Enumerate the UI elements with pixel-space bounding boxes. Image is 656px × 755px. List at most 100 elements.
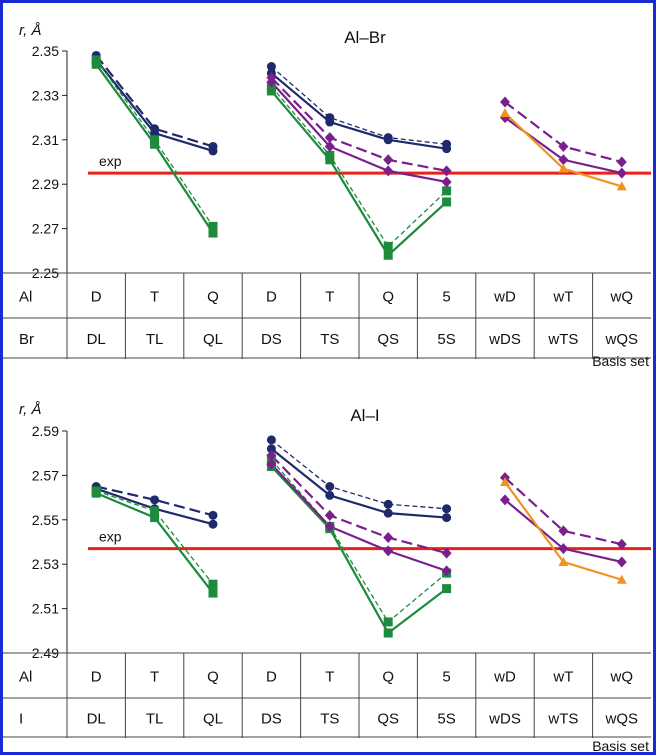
x-axis-label: Basis set — [592, 738, 649, 752]
y-tick-label: 2.59 — [32, 423, 59, 439]
row1-label: Al — [19, 669, 32, 686]
category-label-al: wD — [493, 289, 516, 306]
category-label-halogen: TL — [146, 331, 164, 348]
data-point — [325, 113, 335, 123]
data-point — [325, 150, 335, 160]
category-label-al: T — [325, 289, 334, 306]
series-line — [504, 476, 623, 546]
series-line — [270, 76, 447, 172]
category-label-halogen: DL — [87, 711, 106, 728]
data-point — [383, 154, 394, 166]
series-line — [270, 66, 447, 145]
category-label-al: wQ — [610, 669, 634, 686]
y-tick-label: 2.55 — [32, 512, 59, 528]
category-label-halogen: 5S — [437, 331, 455, 348]
data-point — [325, 490, 335, 500]
y-axis-label: r, Å — [19, 22, 42, 39]
data-point — [383, 165, 394, 177]
y-axis-label: r, Å — [19, 401, 42, 418]
data-point — [383, 508, 393, 518]
data-point — [383, 628, 393, 638]
category-label-al: D — [266, 289, 277, 306]
data-point — [441, 176, 452, 188]
category-label-al: Q — [207, 289, 219, 306]
data-point — [266, 435, 276, 445]
category-label-halogen: TL — [146, 711, 164, 728]
data-point — [91, 55, 101, 65]
data-point — [325, 482, 335, 491]
data-point — [558, 525, 569, 537]
category-label-halogen: QS — [377, 711, 399, 728]
y-tick-label: 2.27 — [32, 221, 59, 237]
data-point — [616, 574, 627, 584]
data-point — [266, 62, 276, 72]
y-tick-label: 2.57 — [32, 467, 59, 483]
row2-label: Br — [19, 331, 34, 348]
category-label-halogen: wDS — [488, 331, 521, 348]
series-line — [504, 101, 623, 164]
data-point — [442, 513, 452, 523]
category-label-al: wT — [552, 669, 573, 686]
exp-label: exp — [99, 529, 122, 545]
data-point — [208, 221, 218, 231]
category-label-al: wD — [493, 669, 516, 686]
data-point — [324, 132, 335, 144]
category-label-al: 5 — [442, 669, 450, 686]
category-label-al: wT — [552, 289, 573, 306]
series-line — [270, 439, 447, 510]
x-axis-label: Basis set — [592, 353, 649, 369]
category-label-halogen: QL — [203, 331, 223, 348]
category-label-al: Q — [207, 669, 219, 686]
data-point — [558, 556, 569, 566]
data-point — [383, 532, 394, 544]
series-line — [270, 459, 448, 623]
data-point — [616, 538, 627, 550]
category-label-halogen: wQS — [605, 331, 639, 348]
category-label-al: T — [150, 669, 159, 686]
chart-title: Al–I — [350, 406, 379, 425]
data-point — [383, 545, 394, 557]
data-point — [441, 165, 452, 177]
category-label-halogen: DS — [261, 331, 282, 348]
category-label-halogen: TS — [320, 711, 339, 728]
data-point — [558, 154, 569, 166]
category-label-al: T — [150, 289, 159, 306]
data-point — [441, 547, 452, 559]
series-line — [270, 72, 447, 150]
y-tick-label: 2.35 — [32, 43, 59, 59]
data-point — [150, 513, 160, 523]
data-point — [442, 584, 452, 594]
data-point — [616, 156, 627, 168]
data-point — [266, 449, 277, 461]
data-point — [383, 617, 393, 627]
data-point — [500, 108, 510, 118]
category-label-al: Q — [382, 669, 394, 686]
category-label-halogen: DS — [261, 711, 282, 728]
data-point — [383, 499, 393, 509]
category-label-halogen: wTS — [547, 331, 578, 348]
category-label-al: T — [325, 669, 334, 686]
data-point — [208, 579, 218, 589]
series-line — [95, 490, 214, 585]
category-label-halogen: TS — [320, 331, 339, 348]
data-point — [208, 588, 218, 598]
data-point — [383, 241, 393, 251]
row2-label: I — [19, 711, 23, 728]
category-label-al: Q — [382, 289, 394, 306]
series-line — [270, 463, 447, 572]
data-point — [150, 135, 160, 145]
data-point — [383, 250, 393, 260]
data-point — [442, 197, 452, 207]
data-point — [208, 141, 218, 151]
data-point — [441, 565, 452, 577]
category-label-al: D — [266, 669, 277, 686]
data-point — [558, 163, 569, 173]
category-label-al: wQ — [610, 289, 634, 306]
category-label-al: D — [91, 669, 102, 686]
data-point — [500, 96, 510, 108]
data-point — [616, 556, 627, 568]
series-line — [270, 447, 447, 519]
